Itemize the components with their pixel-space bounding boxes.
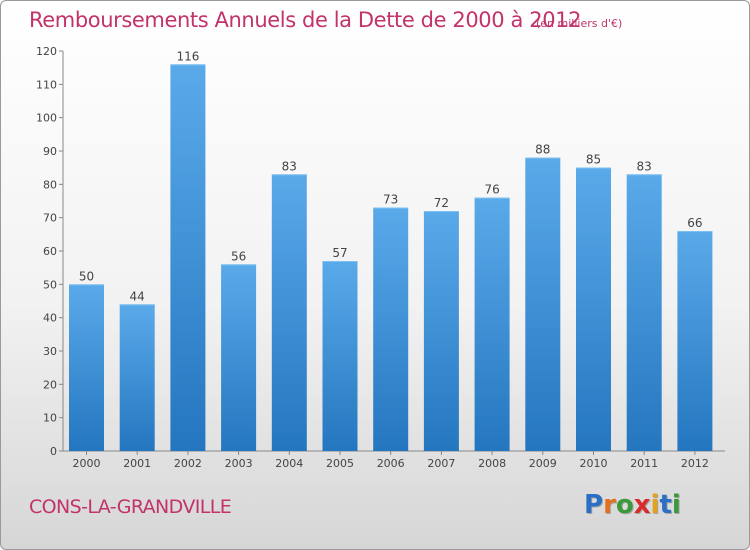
x-tick-label-2001: 2001 xyxy=(123,457,151,470)
bar-2001 xyxy=(119,304,155,451)
bar-2007 xyxy=(423,211,459,451)
y-tick-label-0: 0 xyxy=(50,445,57,458)
logo-letter: i xyxy=(650,490,660,520)
y-tick-label-110: 110 xyxy=(36,78,57,91)
logo-letter: i xyxy=(671,490,681,520)
y-tick-label-70: 70 xyxy=(43,212,57,225)
value-label-2001: 44 xyxy=(130,289,145,303)
x-tick-label-2011: 2011 xyxy=(630,457,658,470)
y-tick-label-100: 100 xyxy=(36,112,57,125)
bar-2000 xyxy=(69,284,104,451)
y-tick-label-10: 10 xyxy=(43,412,57,425)
bar-2011 xyxy=(626,174,662,452)
chart-title: Remboursements Annuels de la Dette de 20… xyxy=(29,8,582,32)
y-tick-label-40: 40 xyxy=(43,312,57,325)
y-tick-label-80: 80 xyxy=(43,178,57,191)
x-tick-label-2005: 2005 xyxy=(326,457,354,470)
y-tick-label-60: 60 xyxy=(43,245,57,258)
x-tick-label-2004: 2004 xyxy=(275,457,303,470)
logo-letter: P xyxy=(584,490,604,520)
bar-2012 xyxy=(677,231,713,451)
y-tick-label-50: 50 xyxy=(43,278,57,291)
y-tick-label-90: 90 xyxy=(43,145,57,158)
bar-2010 xyxy=(576,167,611,451)
value-label-2009: 88 xyxy=(535,143,550,157)
bar-2005 xyxy=(322,261,358,451)
value-label-2007: 72 xyxy=(434,196,449,210)
logo-letter: r xyxy=(603,490,616,520)
bar-2003 xyxy=(221,264,257,451)
y-tick-label-120: 120 xyxy=(36,45,57,58)
x-tick-label-2000: 2000 xyxy=(73,457,101,470)
value-label-2011: 83 xyxy=(637,159,652,173)
value-label-2008: 76 xyxy=(484,183,499,197)
bar-2008 xyxy=(474,197,510,451)
chart-subtitle: (en milliers d'€) xyxy=(536,17,623,30)
x-tick-label-2012: 2012 xyxy=(681,457,709,470)
bar-2004 xyxy=(271,174,307,452)
logo-letter: o xyxy=(615,490,634,520)
proxiti-logo: Proxiti xyxy=(584,490,681,520)
bar-2006 xyxy=(373,207,409,451)
bar-2009 xyxy=(525,157,561,451)
x-tick-label-2008: 2008 xyxy=(478,457,506,470)
value-label-2004: 83 xyxy=(282,159,297,173)
x-tick-label-2010: 2010 xyxy=(580,457,608,470)
value-label-2005: 57 xyxy=(332,246,347,260)
x-tick-label-2002: 2002 xyxy=(174,457,202,470)
value-label-2002: 116 xyxy=(176,49,199,63)
value-label-2006: 73 xyxy=(383,193,398,207)
logo-letter: x xyxy=(633,490,651,520)
value-label-2010: 85 xyxy=(586,153,601,167)
value-label-2012: 66 xyxy=(687,216,702,230)
bar-2002 xyxy=(170,64,206,452)
x-tick-label-2006: 2006 xyxy=(377,457,405,470)
value-label-2000: 50 xyxy=(79,269,94,283)
commune-name: CONS-LA-GRANDVILLE xyxy=(29,496,232,518)
y-tick-label-30: 30 xyxy=(43,345,57,358)
x-tick-label-2007: 2007 xyxy=(427,457,455,470)
logo-letter: t xyxy=(659,490,672,520)
x-tick-label-2003: 2003 xyxy=(225,457,253,470)
y-tick-label-20: 20 xyxy=(43,378,57,391)
x-tick-label-2009: 2009 xyxy=(529,457,557,470)
value-label-2003: 56 xyxy=(231,249,246,263)
